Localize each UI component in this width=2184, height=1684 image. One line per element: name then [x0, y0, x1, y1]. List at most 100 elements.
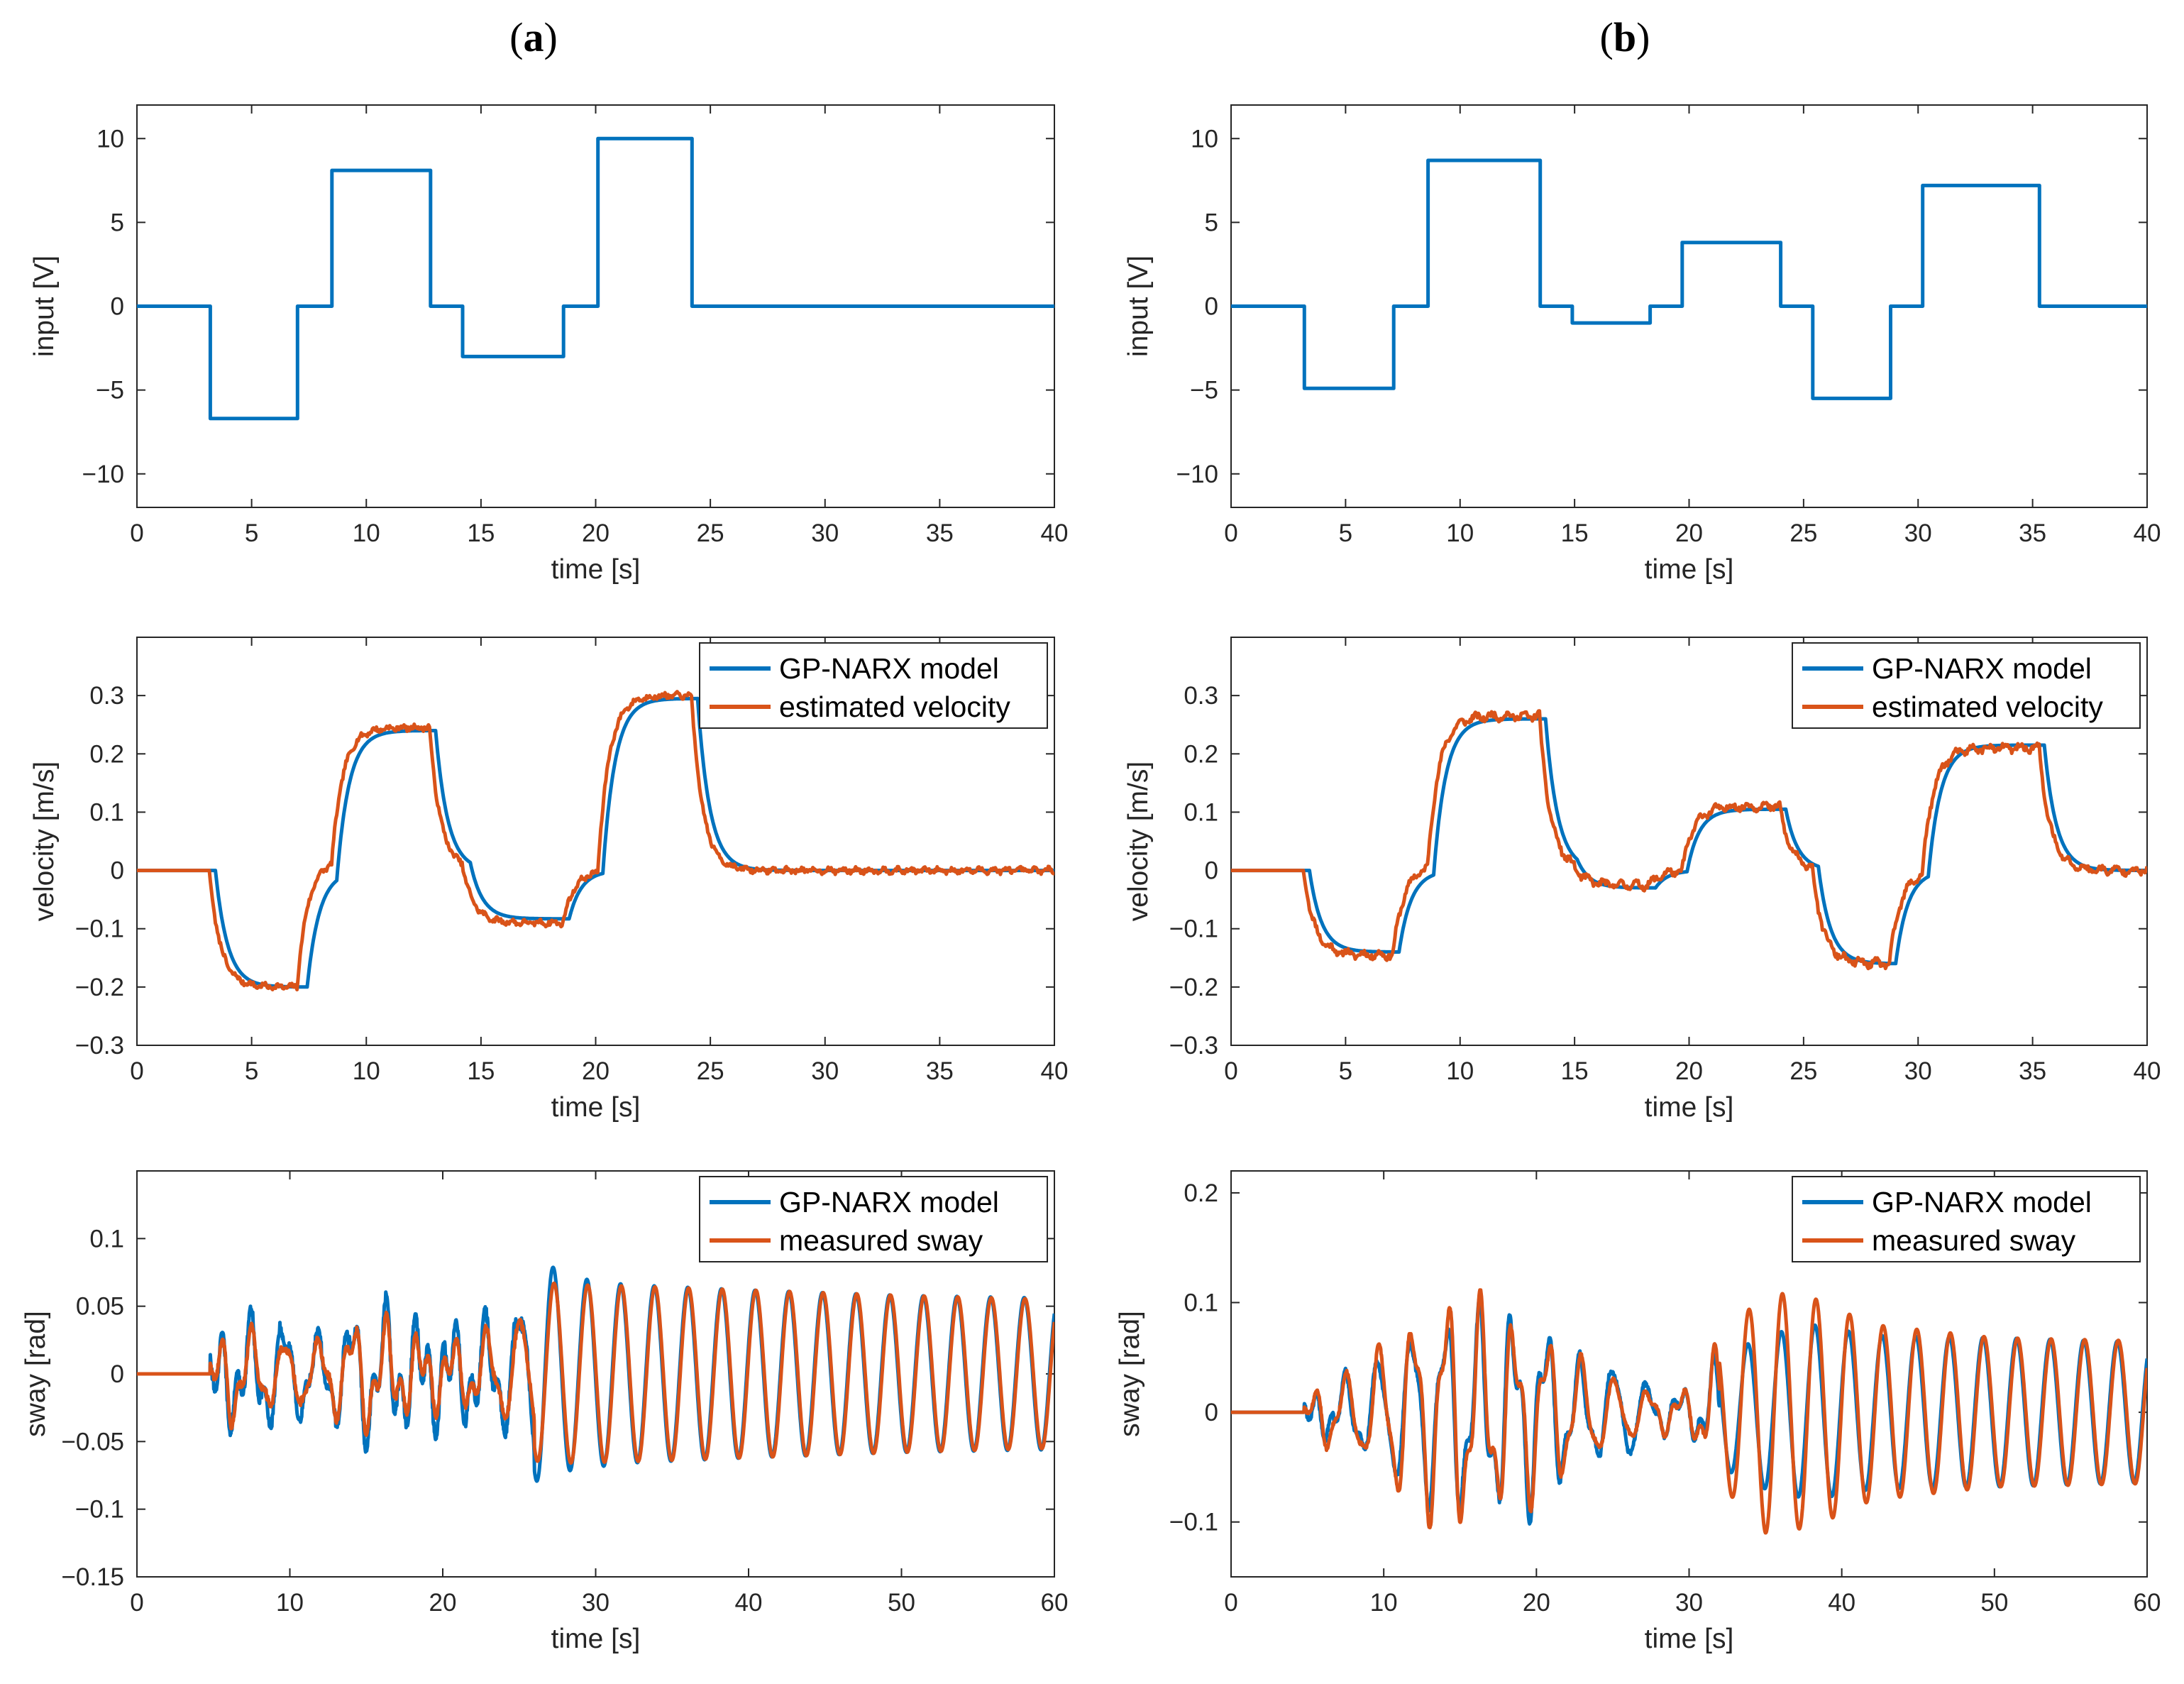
y-tick-label: 0: [111, 293, 124, 321]
x-tick-label: 30: [1675, 1589, 1703, 1617]
y-tick-label: 0.2: [1184, 740, 1218, 768]
x-tick-label: 10: [353, 1057, 380, 1085]
x-tick-label: 40: [735, 1589, 763, 1617]
legend: GP-NARX model estimated velocity: [699, 642, 1048, 729]
x-tick-label: 20: [1675, 519, 1703, 547]
y-tick-label: −0.1: [1169, 1509, 1218, 1536]
panel-label-a: (a): [509, 14, 558, 60]
y-axis-label: sway [rad]: [21, 1311, 51, 1437]
x-tick-label: 10: [1446, 519, 1474, 547]
y-tick-label: 5: [111, 209, 124, 236]
chart-a-velocity: 0 5 10 15 20 25 30 35 40 −0.3 −0.2 −0.1 0 0.1 0.2 0.3 ti…: [29, 637, 1068, 1123]
y-tick-label: 0: [111, 857, 124, 885]
x-tick-label: 15: [467, 519, 495, 547]
y-tick-label: 10: [96, 125, 124, 153]
x-tick-label: 5: [1339, 1057, 1352, 1085]
x-tick-label: 50: [1980, 1589, 2008, 1617]
y-tick-label: 0.3: [89, 682, 124, 710]
x-tick-label: 10: [353, 519, 380, 547]
y-tick-label: −0.3: [1169, 1032, 1218, 1060]
legend-box: [1792, 642, 2141, 729]
plot-area: [137, 690, 1054, 991]
y-tick-label: 0: [1205, 1399, 1218, 1426]
x-tick-label: 35: [2019, 1057, 2046, 1085]
axes-frame: [1230, 104, 2148, 508]
legend-entry: GP-NARX model: [779, 652, 999, 685]
chart-b-velocity: 0 5 10 15 20 25 30 35 40 −0.3 −0.2 −0.1 0 0.1 0.2 0.3 ti…: [1123, 637, 2161, 1123]
y-axis-label: velocity [m/s]: [29, 761, 60, 921]
series-line-input: [1231, 158, 2147, 400]
x-tick-label: 30: [1904, 519, 1932, 547]
plot-area: [1231, 158, 2147, 400]
y-tick-label: 0.1: [89, 1225, 124, 1253]
legend: GP-NARX model measured sway: [1792, 1176, 2141, 1262]
x-tick-label: 25: [1789, 519, 1817, 547]
legend-entry: estimated velocity: [779, 690, 1010, 723]
legend-box: [699, 642, 1048, 729]
x-axis-label: time [s]: [1645, 1624, 1734, 1654]
x-tick-label: 0: [130, 1057, 143, 1085]
x-tick-label: 15: [1561, 1057, 1589, 1085]
y-tick-label: 0.1: [1184, 1289, 1218, 1317]
y-tick-label: −0.2: [1169, 974, 1218, 1001]
series-line-estimated-velocity: [1231, 709, 2147, 971]
x-tick-label: 20: [582, 1057, 610, 1085]
y-tick-label: 0.05: [76, 1293, 124, 1321]
legend-entry: GP-NARX model: [1872, 652, 2092, 685]
legend-entry: measured sway: [779, 1224, 983, 1257]
x-tick-label: 0: [130, 519, 143, 547]
x-tick-label: 10: [1370, 1589, 1398, 1617]
x-tick-label: 40: [2134, 1057, 2161, 1085]
y-axis-label: sway [rad]: [1115, 1311, 1145, 1437]
y-tick-label: −10: [82, 461, 124, 488]
x-tick-label: 30: [811, 1057, 839, 1085]
x-tick-label: 40: [1828, 1589, 1855, 1617]
x-tick-label: 25: [1789, 1057, 1817, 1085]
x-tick-label: 40: [2134, 519, 2161, 547]
x-tick-label: 15: [1561, 519, 1589, 547]
x-tick-label: 25: [697, 519, 724, 547]
y-tick-label: 0.3: [1184, 682, 1218, 710]
y-tick-label: 0.2: [89, 740, 124, 768]
y-tick-label: −0.3: [75, 1032, 124, 1060]
chart-b-input: 0 5 10 15 20 25 30 35 40 −10 −5 0 5 10 time [s] input […: [1123, 104, 2161, 585]
x-tick-label: 0: [130, 1589, 143, 1617]
x-tick-label: 35: [2019, 519, 2046, 547]
x-axis-label: time [s]: [551, 1624, 641, 1654]
legend-entry: GP-NARX model: [1872, 1186, 2092, 1218]
y-tick-label: −0.05: [61, 1428, 124, 1455]
x-axis-label: time [s]: [551, 1092, 641, 1123]
y-tick-label: 0: [1205, 857, 1218, 885]
series-line-measured-sway: [1231, 1288, 2147, 1535]
y-tick-label: −0.15: [61, 1563, 124, 1591]
x-tick-label: 20: [1675, 1057, 1703, 1085]
y-tick-label: −10: [1176, 461, 1218, 488]
legend-box: [1792, 1176, 2141, 1262]
chart-a-input: 0 5 10 15 20 25 30 35 40 −10 −5 0 5 10 time [s] input […: [29, 104, 1068, 585]
y-tick-label: 0: [111, 1360, 124, 1388]
chart-b-sway: 0 10 20 30 40 50 60 −0.1 0 0.1 0.2 time [s] sway [ra…: [1115, 1170, 2161, 1654]
plot-area: [1231, 709, 2147, 971]
legend-entry: estimated velocity: [1872, 690, 2103, 723]
y-tick-label: 0.1: [89, 798, 124, 826]
y-tick-label: −0.2: [75, 974, 124, 1001]
legend-box: [699, 1176, 1048, 1262]
y-tick-label: 5: [1205, 209, 1218, 236]
y-tick-label: −0.1: [1169, 915, 1218, 943]
y-tick-label: 0.2: [1184, 1179, 1218, 1207]
x-tick-label: 15: [467, 1057, 495, 1085]
series-line-measured-sway: [137, 1281, 1054, 1465]
y-axis-label: input [V]: [29, 255, 60, 357]
legend-entry: GP-NARX model: [779, 1186, 999, 1218]
x-tick-label: 5: [245, 1057, 258, 1085]
y-tick-label: −0.1: [75, 1496, 124, 1524]
x-tick-label: 30: [582, 1589, 610, 1617]
series-line-estimated-velocity: [137, 690, 1054, 991]
x-tick-label: 10: [1446, 1057, 1474, 1085]
x-tick-label: 20: [582, 519, 610, 547]
y-tick-label: 10: [1191, 125, 1218, 153]
plot-area: [137, 1265, 1054, 1483]
x-tick-label: 40: [1041, 1057, 1069, 1085]
y-tick-label: −0.1: [75, 915, 124, 943]
